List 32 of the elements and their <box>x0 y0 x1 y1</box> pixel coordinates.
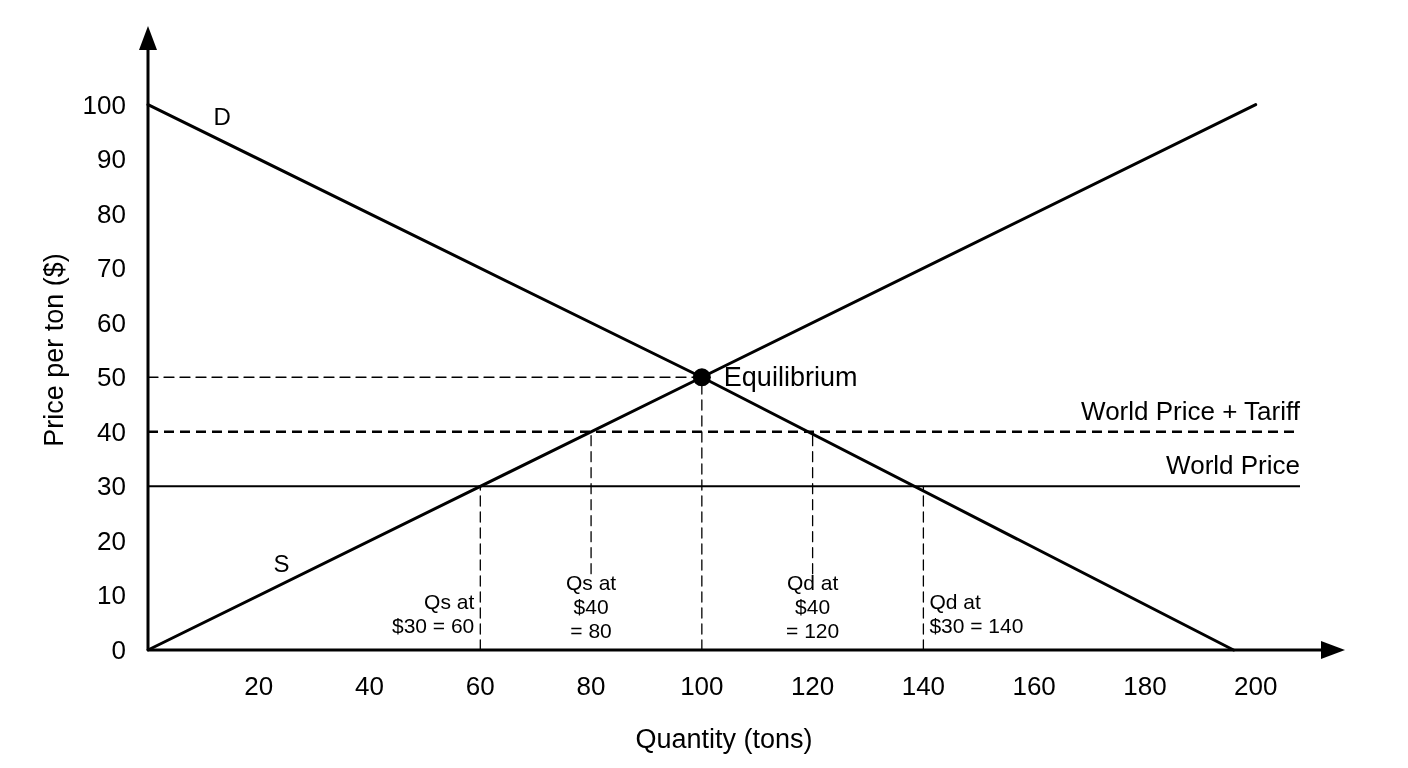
x-axis-title: Quantity (tons) <box>635 724 813 754</box>
ref-line-label: World Price <box>1166 450 1300 481</box>
x-tick-label: 160 <box>1012 671 1056 701</box>
y-axis-title: Price per ton ($) <box>39 253 69 447</box>
y-tick-label: 20 <box>97 525 126 556</box>
y-tick-label: 40 <box>97 416 126 447</box>
x-tick-label: 180 <box>1123 671 1167 701</box>
y-tick-label: 90 <box>97 144 126 175</box>
x-tick-label: 200 <box>1234 671 1278 701</box>
y-tick-label: 50 <box>97 362 126 393</box>
y-tick-label: 0 <box>111 635 126 665</box>
annotation: Qd at $40 = 120 <box>786 571 840 642</box>
y-tick-label: 30 <box>97 471 126 502</box>
y-tick-label: 70 <box>97 253 126 284</box>
x-tick-label: 120 <box>790 671 835 701</box>
series-label: S <box>273 550 290 577</box>
series-label: D <box>213 102 231 130</box>
x-tick-label: 20 <box>244 671 274 701</box>
y-tick-label: 60 <box>97 307 126 338</box>
ref-line-label: World Price + Tariff <box>1081 395 1301 426</box>
annotation: Qd at $30 = 140 <box>929 590 1024 638</box>
x-tick-label: 140 <box>901 671 946 701</box>
annotation: Equilibrium <box>723 362 858 393</box>
annotation: Qs at $40 = 80 <box>565 571 617 642</box>
y-tick-label: 80 <box>97 198 126 229</box>
x-tick-label: 60 <box>465 671 495 701</box>
x-tick-label: 80 <box>576 671 606 701</box>
annotation: Qs at $30 = 60 <box>391 590 475 638</box>
x-tick-label: 40 <box>355 671 384 701</box>
y-tick-label: 10 <box>97 580 126 611</box>
x-tick-label: 100 <box>680 671 724 701</box>
y-tick-label: 100 <box>82 89 126 120</box>
